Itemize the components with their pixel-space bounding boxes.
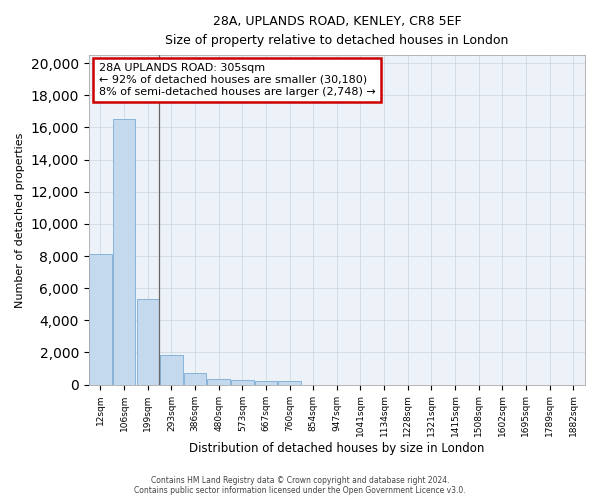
X-axis label: Distribution of detached houses by size in London: Distribution of detached houses by size … xyxy=(189,442,485,455)
Bar xyxy=(231,380,254,384)
Bar xyxy=(137,300,159,384)
Bar xyxy=(160,355,182,384)
Bar xyxy=(184,372,206,384)
Text: Contains HM Land Registry data © Crown copyright and database right 2024.
Contai: Contains HM Land Registry data © Crown c… xyxy=(134,476,466,495)
Bar xyxy=(113,120,136,384)
Y-axis label: Number of detached properties: Number of detached properties xyxy=(15,132,25,308)
Title: 28A, UPLANDS ROAD, KENLEY, CR8 5EF
Size of property relative to detached houses : 28A, UPLANDS ROAD, KENLEY, CR8 5EF Size … xyxy=(165,15,509,47)
Bar xyxy=(278,382,301,384)
Text: 28A UPLANDS ROAD: 305sqm
← 92% of detached houses are smaller (30,180)
8% of sem: 28A UPLANDS ROAD: 305sqm ← 92% of detach… xyxy=(98,64,376,96)
Bar xyxy=(208,379,230,384)
Bar xyxy=(89,254,112,384)
Bar xyxy=(254,381,277,384)
